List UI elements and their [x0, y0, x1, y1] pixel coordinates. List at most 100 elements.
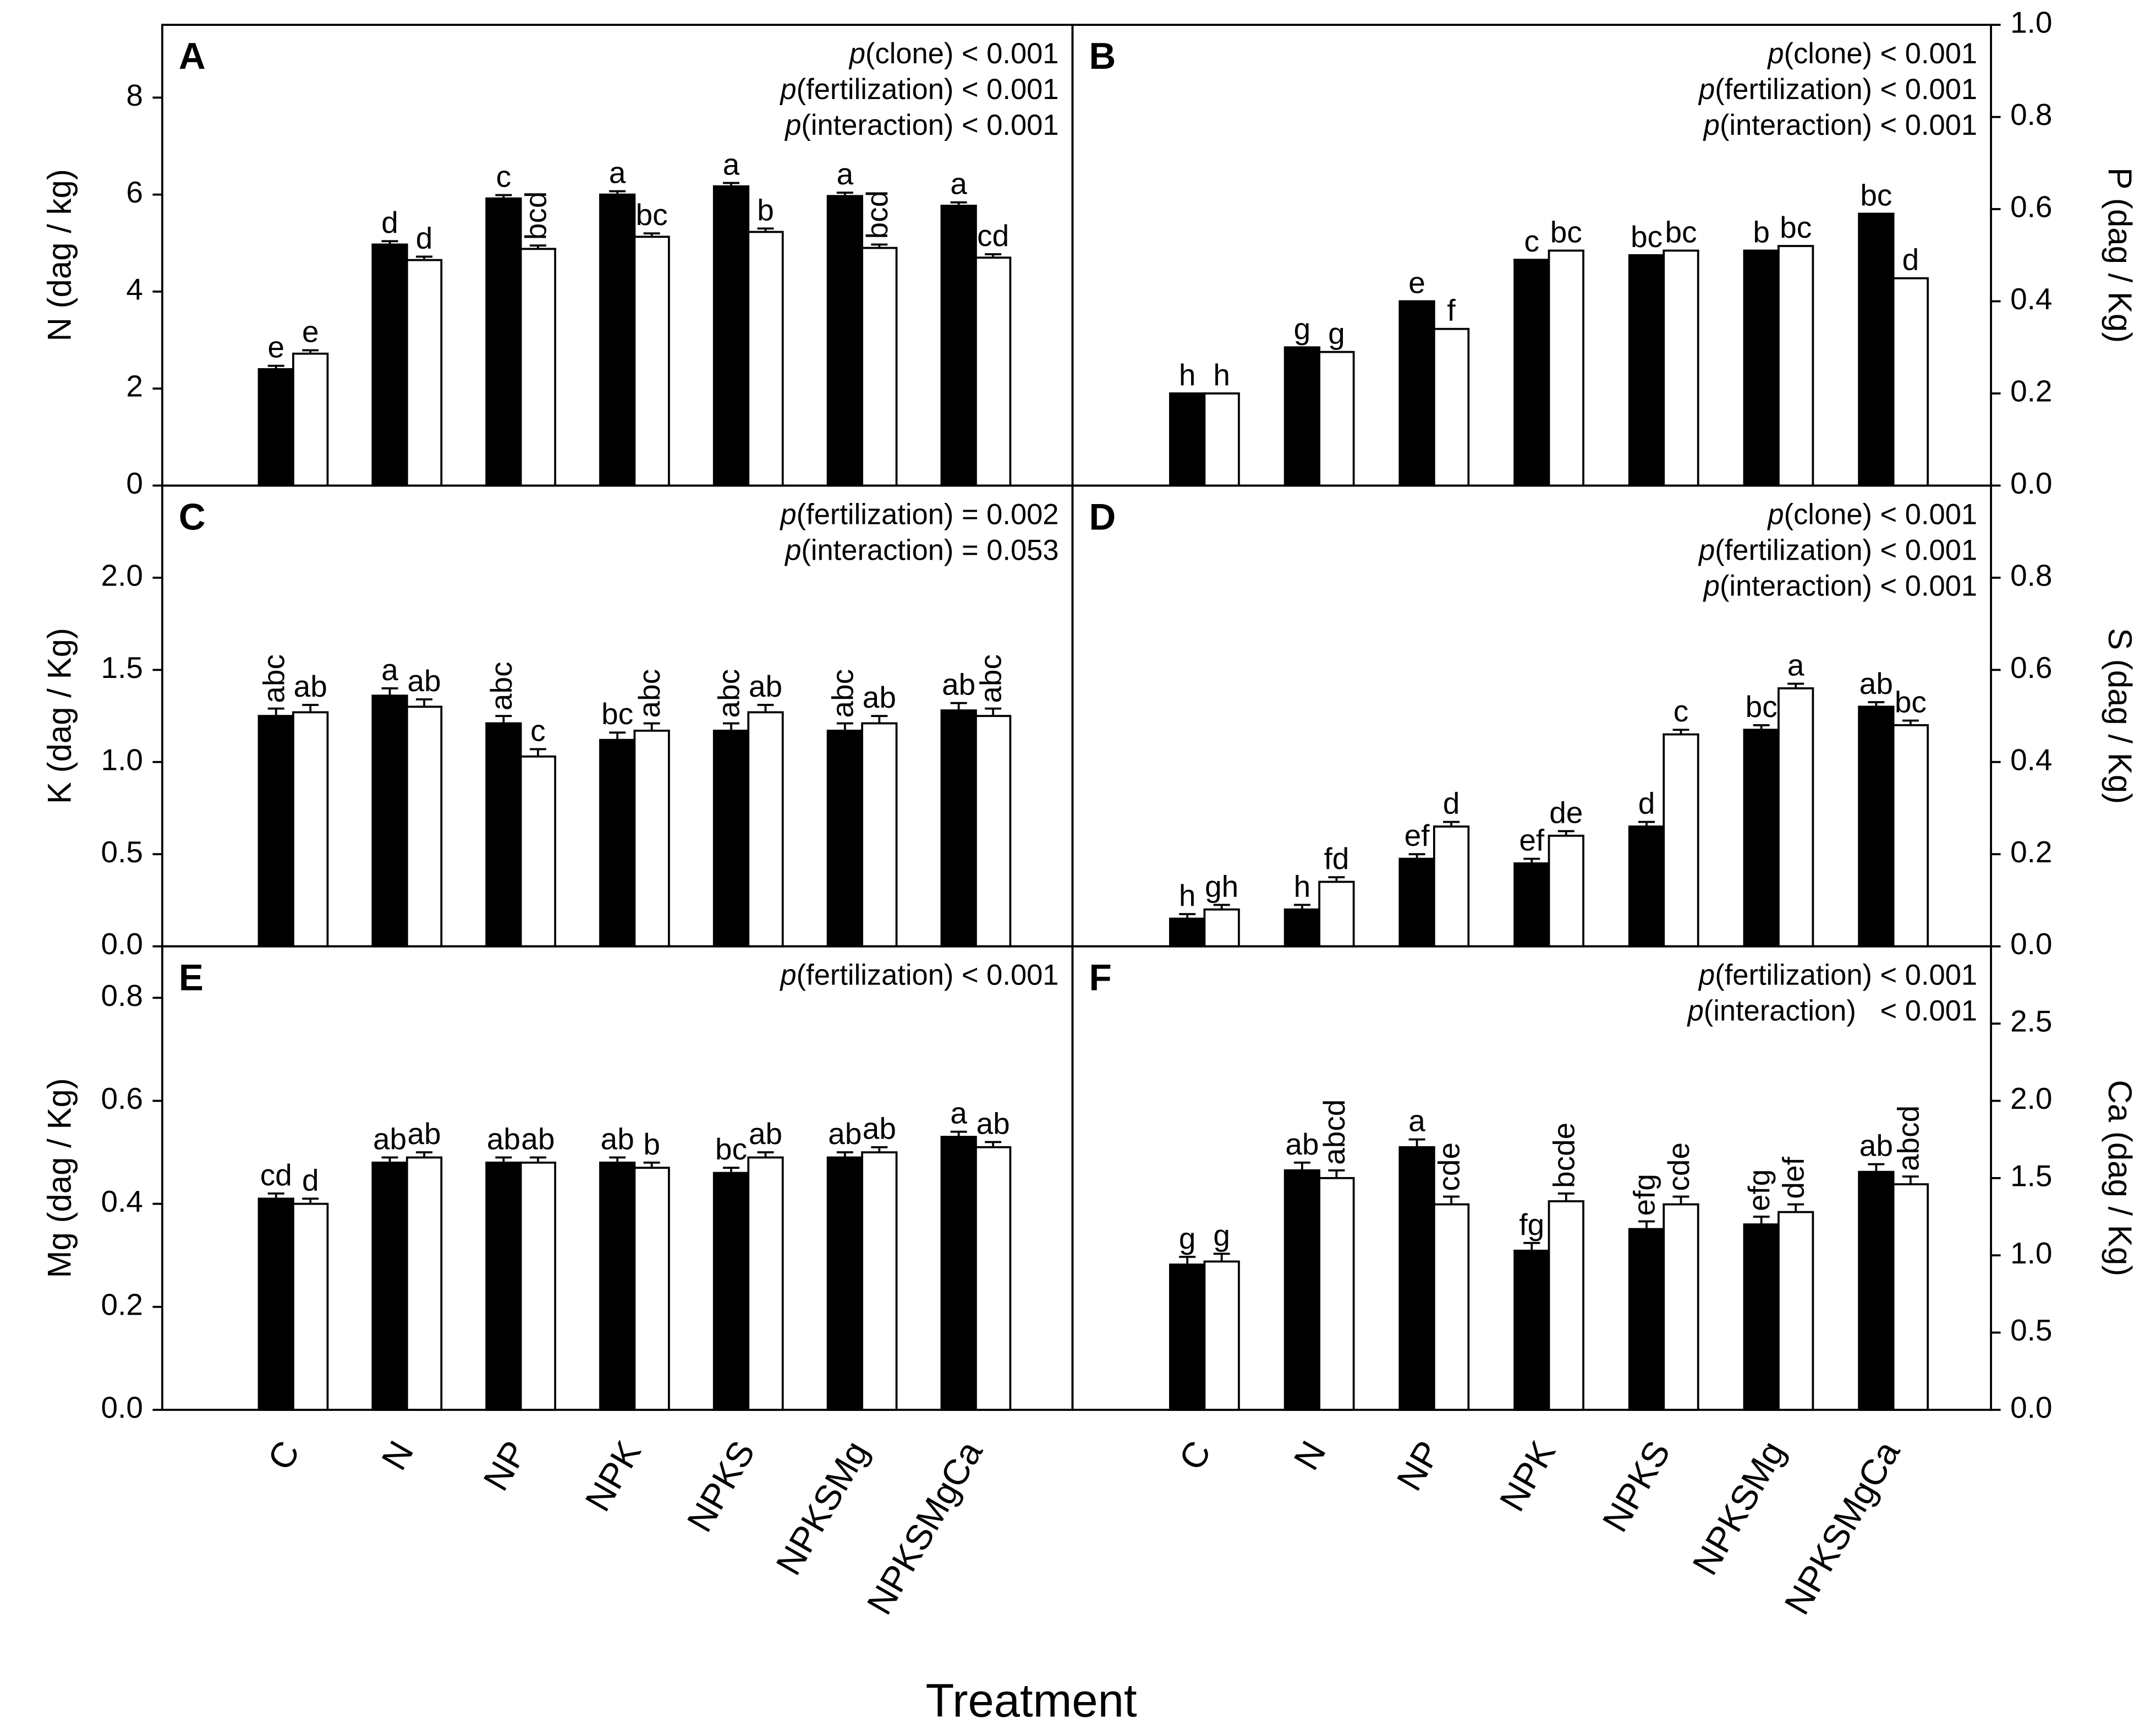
bar — [1548, 249, 1584, 487]
significance-letter: d — [381, 205, 398, 239]
y-tick-label: 6 — [126, 175, 143, 209]
significance-letter: bcd — [860, 190, 894, 239]
significance-letter: bc — [715, 1132, 747, 1166]
x-tick-label: NPKS — [1594, 1434, 1678, 1539]
x-tick-label: NPKSMg — [1685, 1434, 1793, 1582]
bar — [940, 709, 977, 948]
significance-letter: b — [643, 1127, 660, 1161]
panel-label: F — [1089, 957, 1111, 999]
bar — [633, 1167, 670, 1411]
y-tick-label: 4 — [126, 272, 143, 306]
bar — [1892, 277, 1929, 487]
bar — [371, 694, 408, 948]
y-tick-label: 2 — [126, 369, 143, 403]
error-bar — [1557, 1192, 1575, 1201]
x-tick-label: NPKSMgCa — [1776, 1433, 1908, 1621]
bar — [485, 197, 522, 487]
significance-letter: c — [530, 713, 545, 747]
y-tick-label: 2.5 — [2010, 1004, 2052, 1038]
error-bar — [1672, 729, 1689, 735]
y-tick-label: 0.0 — [101, 1391, 143, 1425]
y-axis-label: P (dag / Kg) — [2102, 167, 2138, 343]
error-bar — [950, 1130, 967, 1137]
bar — [861, 247, 898, 487]
error-bar — [1753, 1216, 1770, 1225]
significance-letter: ab — [863, 680, 896, 714]
significance-letter: g — [1294, 311, 1311, 346]
bar — [712, 729, 750, 948]
error-bar — [1443, 1195, 1460, 1205]
annotation: p(interaction) < 0.001 — [1703, 570, 1977, 602]
significance-letter: d — [416, 221, 433, 255]
error-bar — [1179, 1256, 1196, 1265]
bar — [1398, 1146, 1435, 1411]
x-tick-label: N — [1286, 1434, 1334, 1476]
significance-letter: e — [1408, 266, 1425, 300]
significance-letter: abcd — [1317, 1099, 1351, 1165]
bar — [747, 231, 784, 487]
error-bar — [416, 1151, 433, 1158]
annotation: p(fertilization) < 0.001 — [779, 73, 1058, 106]
bar — [1743, 249, 1780, 487]
error-bar — [609, 1156, 626, 1163]
annotation: p(interaction) = 0.053 — [784, 534, 1058, 566]
error-bar — [1787, 682, 1804, 688]
error-bar — [267, 364, 284, 369]
significance-letter: bc — [1550, 215, 1582, 249]
significance-letter: h — [1179, 358, 1196, 392]
y-tick-label: 0.2 — [2010, 835, 2052, 869]
x-tick-label: NP — [1389, 1434, 1448, 1497]
significance-letter: def — [1776, 1156, 1811, 1199]
bar — [1283, 346, 1321, 487]
significance-letter: a — [1408, 1104, 1425, 1138]
bar — [485, 722, 522, 948]
error-bar — [757, 1151, 774, 1158]
panel-label: B — [1089, 36, 1116, 77]
bar — [1892, 1183, 1929, 1411]
bar — [1318, 1177, 1355, 1411]
significance-letter: d — [1638, 786, 1655, 820]
y-tick-label: 1.0 — [2010, 6, 2052, 40]
significance-letter: g — [1179, 1221, 1196, 1255]
significance-letter: bc — [601, 697, 633, 731]
x-tick-label: NPKSMg — [768, 1434, 876, 1582]
significance-letter: bc — [1780, 210, 1812, 244]
bar — [712, 185, 750, 487]
bar — [826, 1156, 863, 1411]
bar — [1858, 212, 1895, 487]
error-bar — [267, 707, 284, 716]
panel-label: D — [1089, 496, 1116, 538]
error-bar — [1523, 857, 1540, 864]
error-bar — [1328, 876, 1345, 882]
bar — [1778, 245, 1814, 487]
significance-letter: ab — [863, 1112, 896, 1146]
y-tick-label: 0.0 — [2010, 927, 2052, 961]
error-bar — [609, 190, 626, 195]
x-tick-label: NPK — [577, 1434, 649, 1518]
panel-label: E — [179, 957, 204, 999]
significance-letter: fg — [1519, 1207, 1544, 1241]
bar — [405, 705, 443, 948]
y-tick-label: 0.4 — [2010, 742, 2052, 776]
error-bar — [1868, 701, 1885, 707]
significance-letter: fd — [1324, 841, 1349, 876]
error-bar — [871, 1146, 888, 1153]
bar — [405, 1156, 443, 1411]
error-bar — [1328, 1169, 1345, 1178]
error-bar — [302, 704, 319, 713]
significance-letter: ab — [1285, 1127, 1319, 1161]
significance-letter: ef — [1405, 818, 1430, 852]
y-tick-label: 0.0 — [2010, 466, 2052, 500]
panel-label: A — [179, 36, 206, 77]
significance-letter: abcd — [1891, 1106, 1925, 1171]
error-bar — [1787, 1203, 1804, 1212]
significance-letter: c — [1674, 694, 1688, 728]
bar — [633, 236, 670, 487]
error-bar — [723, 722, 740, 731]
y-tick-label: 1.0 — [2010, 1236, 2052, 1270]
y-tick-label: 0.4 — [2010, 282, 2052, 316]
significance-letter: cde — [1432, 1142, 1466, 1191]
significance-letter: abc — [712, 669, 746, 718]
bar — [1628, 254, 1665, 487]
